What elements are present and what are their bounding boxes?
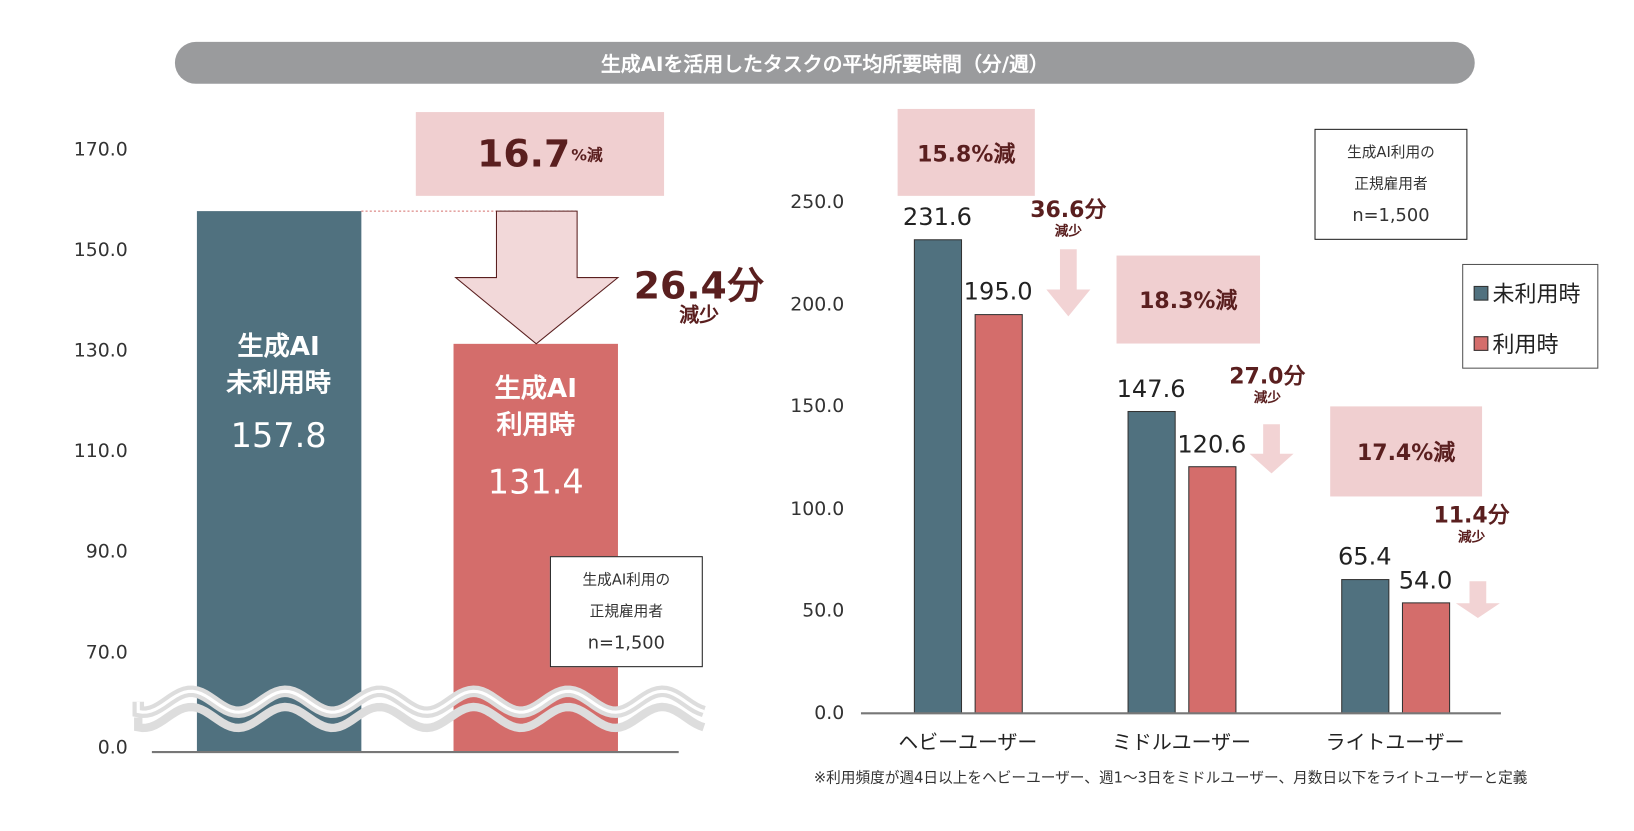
bar bbox=[1188, 466, 1237, 714]
minutes-reduction-label: 36.6分 bbox=[1030, 196, 1107, 223]
y-tick-label: 130.0 bbox=[73, 339, 128, 362]
data-label: 120.6 bbox=[1177, 431, 1247, 459]
legend-label: 利用時 bbox=[1492, 332, 1559, 358]
down-arrow-icon bbox=[1046, 249, 1091, 317]
bar bbox=[196, 211, 362, 753]
note-line1: 生成AI利用の bbox=[1347, 144, 1435, 162]
bar-label-not-using: 生成AI 未利用時 157.8 bbox=[197, 328, 360, 455]
bar-label-line1: 生成AI bbox=[237, 330, 320, 362]
percent-reduction-box: 17.4%減 bbox=[1330, 406, 1483, 497]
data-label: 231.6 bbox=[902, 204, 972, 232]
y-tick-label: 0.0 bbox=[814, 702, 845, 725]
data-label: 54.0 bbox=[1398, 567, 1453, 595]
down-arrow-icon bbox=[1249, 424, 1294, 474]
y-tick-label: 150.0 bbox=[790, 395, 845, 418]
note-line3: n=1,500 bbox=[1352, 205, 1430, 227]
y-tick-label: 250.0 bbox=[790, 191, 845, 214]
minutes-reduction-suffix: 減少 bbox=[1457, 529, 1486, 546]
legend-item-using: 利用時 bbox=[1473, 328, 1559, 359]
y-tick-label: 200.0 bbox=[790, 293, 845, 316]
percent-reduction-box: 15.8%減 bbox=[897, 108, 1035, 196]
data-label: 195.0 bbox=[963, 278, 1033, 307]
bar bbox=[974, 314, 1023, 714]
left-percent-value: 16.7 bbox=[477, 132, 571, 176]
note-line1: 生成AI利用の bbox=[582, 571, 671, 589]
down-arrow-icon bbox=[454, 210, 620, 345]
legend-swatch bbox=[1473, 285, 1489, 301]
note-line2: 正規雇用者 bbox=[589, 603, 664, 621]
data-label: 147.6 bbox=[1116, 375, 1186, 404]
minutes-reduction-label: 27.0分 bbox=[1229, 363, 1306, 389]
bar-value-label: 131.4 bbox=[487, 461, 584, 502]
axis-break-wave bbox=[134, 702, 706, 733]
right-sample-note: 生成AI利用の 正規雇用者 n=1,500 bbox=[1314, 128, 1468, 240]
legend-label: 未利用時 bbox=[1492, 281, 1581, 307]
bar-label-line2: 利用時 bbox=[496, 409, 576, 440]
note-line2: 正規雇用者 bbox=[1354, 175, 1428, 193]
bar bbox=[913, 239, 963, 714]
bar-value-label: 157.8 bbox=[230, 415, 327, 456]
legend-item-not-using: 未利用時 bbox=[1473, 278, 1581, 309]
bar bbox=[1341, 579, 1390, 714]
bar-label-line1: 生成AI bbox=[494, 372, 577, 404]
axis-break-gap bbox=[136, 689, 705, 714]
y-tick-label: 170.0 bbox=[73, 138, 128, 161]
legend-swatch bbox=[1473, 336, 1489, 351]
y-tick-label: 70.0 bbox=[85, 641, 128, 664]
y-tick-label: 0.0 bbox=[97, 736, 128, 759]
chart-title-bar: 生成AIを活用したタスクの平均所要時間（分/週） bbox=[174, 41, 1475, 84]
percent-reduction-box: 18.3%減 bbox=[1116, 255, 1261, 344]
left-minutes-suffix: 減少 bbox=[679, 303, 720, 327]
note-line3: n=1,500 bbox=[587, 632, 665, 654]
left-minutes-label: 26.4分 bbox=[633, 264, 765, 308]
y-tick-label: 110.0 bbox=[73, 440, 128, 463]
bar bbox=[453, 343, 618, 753]
left-sample-note: 生成AI利用の 正規雇用者 n=1,500 bbox=[549, 556, 703, 668]
bar-label-line2: 未利用時 bbox=[226, 367, 331, 399]
legend: 未利用時 利用時 bbox=[1462, 263, 1599, 369]
footnote: ※利用頻度が週4日以上をヘビーユーザー、週1～3日をミドルユーザー、月数日以下を… bbox=[813, 769, 1528, 787]
minutes-reduction-suffix: 減少 bbox=[1253, 390, 1281, 407]
y-tick-label: 100.0 bbox=[790, 497, 845, 520]
bar bbox=[1401, 602, 1451, 714]
y-tick-label: 150.0 bbox=[73, 239, 128, 262]
x-tick-label: ライトユーザー bbox=[1325, 731, 1465, 755]
minutes-reduction-suffix: 減少 bbox=[1054, 224, 1082, 240]
data-label: 65.4 bbox=[1337, 543, 1392, 572]
down-arrow-icon bbox=[1455, 581, 1500, 618]
chart-title: 生成AIを活用したタスクの平均所要時間（分/週） bbox=[600, 52, 1049, 76]
x-tick-label: ヘビーユーザー bbox=[898, 731, 1038, 755]
y-tick-label: 90.0 bbox=[85, 540, 128, 563]
bar-label-using: 生成AI 利用時 131.4 bbox=[454, 370, 618, 501]
y-tick-label: 50.0 bbox=[802, 600, 845, 623]
left-percent-suffix: %減 bbox=[571, 145, 603, 164]
left-percent-box: 16.7 %減 bbox=[415, 112, 665, 196]
bar bbox=[1127, 410, 1176, 714]
minutes-reduction-label: 11.4分 bbox=[1433, 502, 1510, 528]
x-tick-label: ミドルユーザー bbox=[1112, 731, 1251, 755]
